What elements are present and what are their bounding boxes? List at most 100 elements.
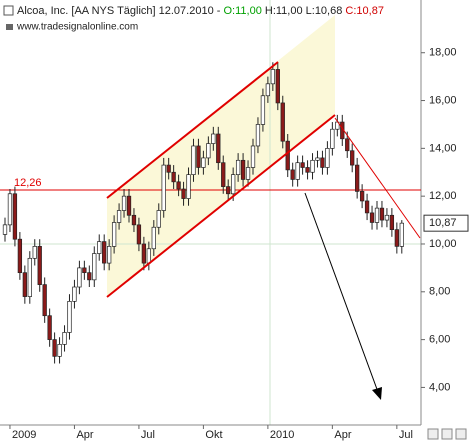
candle-body: [359, 191, 365, 202]
candle-body: [12, 193, 18, 240]
y-tick-label: 18,00: [429, 47, 457, 59]
candle-body: [47, 315, 52, 340]
candle-body: [211, 133, 216, 144]
candle-body: [42, 284, 47, 317]
candle-body: [384, 214, 390, 221]
y-tick-label: 6,00: [429, 334, 450, 346]
x-tick-label: 2010: [270, 429, 294, 441]
candle-body: [280, 102, 285, 142]
candle-body: [82, 267, 87, 274]
candle-body: [2, 224, 8, 235]
candle-body: [57, 344, 62, 357]
candle-body: [121, 195, 127, 211]
candle-body: [275, 69, 280, 104]
y-tick-label: 4,00: [429, 381, 450, 393]
candle-body: [300, 162, 305, 168]
candle-body: [374, 207, 380, 223]
x-tick-label: Jul: [141, 429, 155, 441]
candle-body: [345, 138, 350, 152]
candle-body: [221, 162, 226, 187]
candle-body: [250, 145, 256, 168]
y-tick-label: 10,00: [429, 238, 457, 250]
candle-body: [265, 83, 271, 97]
candle-body: [305, 167, 310, 173]
candle-body: [389, 214, 395, 230]
candle-body: [350, 150, 355, 166]
candle-body: [270, 69, 275, 85]
x-tick-label: 2009: [12, 429, 36, 441]
arrow-head: [372, 387, 382, 400]
y-tick-label: 14,00: [429, 142, 457, 154]
scroll-button[interactable]: [427, 428, 439, 440]
candle-body: [191, 145, 196, 176]
candle-body: [111, 222, 117, 247]
candle-body: [171, 171, 176, 183]
candle-body: [216, 133, 221, 164]
candle-body: [166, 164, 171, 173]
candle-body: [87, 272, 92, 281]
title-close: C:10,87: [345, 5, 384, 17]
trend-line: [334, 117, 421, 239]
candle-body: [399, 222, 404, 247]
candle-body: [394, 229, 399, 247]
candle-body: [295, 162, 300, 180]
candle-body: [181, 188, 186, 199]
candle-body: [136, 224, 142, 245]
subtitle: www.tradesignalonline.com: [16, 22, 138, 33]
candle-body: [22, 272, 27, 297]
candle-body: [235, 159, 241, 176]
level-label: 12,26: [14, 177, 42, 189]
candle-body: [364, 200, 370, 214]
candle-body: [72, 286, 77, 302]
candle-body: [151, 226, 156, 250]
candle-body: [196, 145, 201, 168]
candle-body: [231, 174, 236, 195]
candle-body: [379, 207, 385, 221]
x-tick-label: Okt: [205, 429, 222, 441]
candle-body: [255, 124, 261, 147]
candle-body: [355, 164, 360, 192]
candle-body: [116, 210, 122, 223]
title-text: Alcoa, Inc. [AA NYS Täglich] 12.07.2010 …: [17, 5, 221, 17]
chart-title: Alcoa, Inc. [AA NYS Täglich] 12.07.2010 …: [17, 5, 384, 17]
candle-body: [67, 301, 72, 333]
candle-body: [176, 181, 181, 190]
candle-body: [17, 238, 23, 274]
title-open: O:11,00: [223, 5, 261, 17]
candle-body: [77, 267, 82, 288]
candle-body: [7, 193, 13, 226]
candle-body: [285, 140, 290, 171]
candle-body: [310, 159, 315, 173]
y-tick-label: 16,00: [429, 94, 457, 106]
candle-body: [97, 241, 102, 254]
y-tick-label: 8,00: [429, 286, 450, 298]
candle-body: [325, 148, 330, 168]
candle-body: [320, 157, 325, 168]
candle-body: [27, 257, 32, 297]
candle-body: [107, 246, 112, 264]
candle-body: [245, 167, 251, 180]
candle-body: [260, 95, 266, 125]
candle-body: [131, 214, 137, 226]
candle-body: [330, 128, 335, 149]
candle-body: [52, 339, 57, 357]
candle-body: [315, 157, 320, 161]
y-tick-label: 12,00: [429, 190, 457, 202]
candle-body: [146, 248, 151, 264]
candle-body: [369, 212, 375, 223]
zoom-button[interactable]: [441, 428, 453, 440]
candle-body: [102, 241, 107, 264]
forecast-arrow: [304, 192, 379, 393]
candle-body: [226, 186, 231, 195]
candle-body: [186, 174, 191, 199]
candle-body: [62, 332, 67, 345]
channel-lower: [106, 114, 336, 298]
candle-body: [126, 195, 132, 216]
candle-body: [240, 159, 246, 180]
candle-body: [156, 210, 161, 228]
candle-body: [161, 164, 166, 211]
title-high-low: H:11,00 L:10,68: [265, 5, 342, 17]
settings-button[interactable]: [455, 428, 467, 440]
